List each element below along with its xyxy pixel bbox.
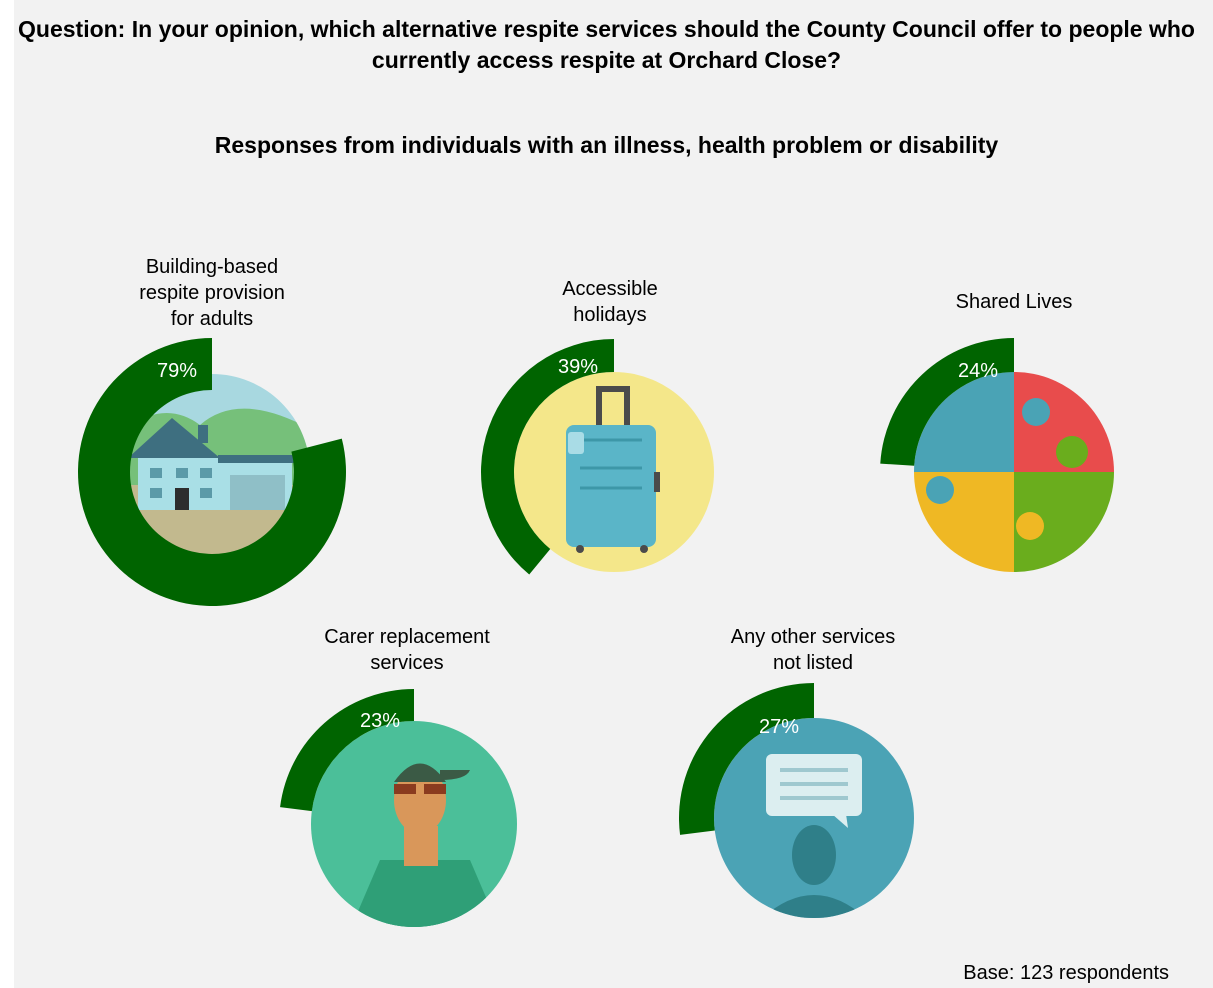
label-line: not listed (772, 652, 854, 674)
label-line: respite provision (139, 282, 285, 304)
base-note: Base: 123 respondents (963, 962, 1169, 984)
item-label-shared-lives: Shared Lives (884, 289, 1144, 315)
label-line: services (370, 652, 444, 674)
item-label-other-services: Any other services not listed (683, 624, 943, 676)
label-line: for adults (170, 308, 254, 330)
chart-subtitle: Responses from individuals with an illne… (214, 132, 999, 158)
item-label-carer-replacement: Carer replacement services (277, 624, 537, 676)
question-title: Question: In your opinion, which alterna… (18, 16, 1195, 73)
label-line: holidays (573, 304, 647, 326)
item-label-building-based: Building-based respite provision for adu… (82, 254, 342, 332)
label-line: Accessible (562, 278, 658, 300)
label-line: Any other services (730, 626, 896, 648)
label-line: Building-based (145, 256, 279, 278)
label-line: Shared Lives (955, 291, 1073, 313)
item-label-accessible-holidays: Accessible holidays (480, 276, 740, 328)
label-line: Carer replacement (324, 626, 490, 648)
